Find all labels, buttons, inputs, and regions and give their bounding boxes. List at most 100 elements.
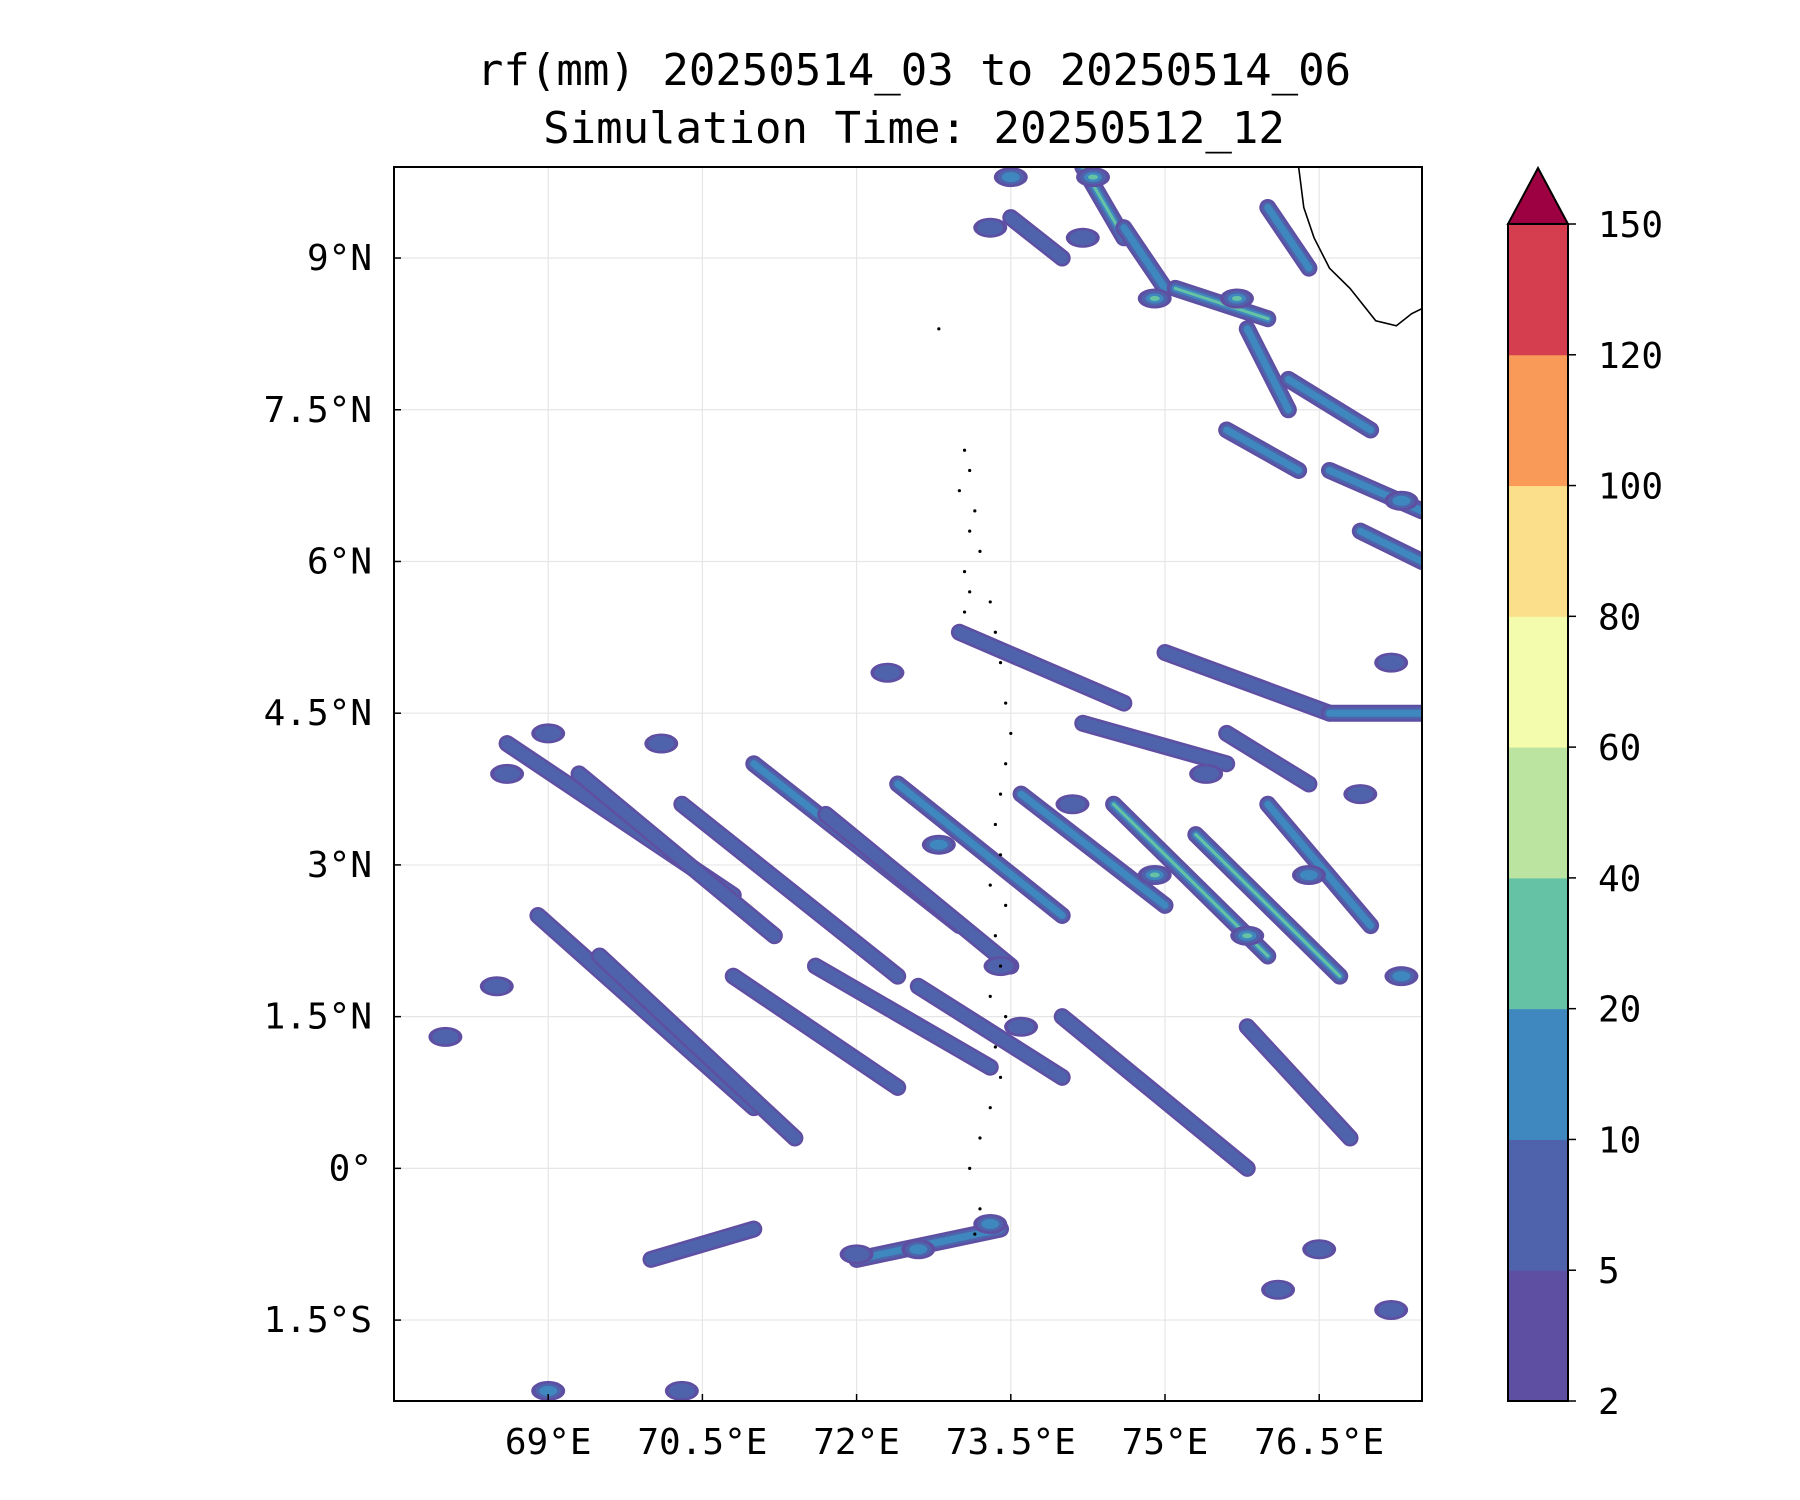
colorbar-frame: [1507, 223, 1569, 1402]
rain-cell-core: [1231, 295, 1242, 301]
rain-band: [1002, 209, 1071, 267]
rain-band-core: [894, 780, 1066, 919]
island-outline: [993, 630, 997, 634]
colorbar-tick-label: 40: [1598, 859, 1641, 900]
island-outline: [937, 327, 941, 331]
rain-band: [950, 623, 1133, 712]
island-outline: [998, 792, 1003, 796]
rain-band-core: [1264, 800, 1375, 930]
x-tick-label: 70.5°E: [637, 1422, 767, 1463]
rain-band: [1156, 644, 1338, 722]
colorbar-segment: [1508, 747, 1568, 879]
rain-cell: [1137, 288, 1172, 309]
rain-cell-core: [1149, 872, 1160, 878]
rain-cell-core: [874, 665, 901, 681]
map-subtitle: Simulation Time: 20250512_12: [543, 103, 1285, 154]
rain-band: [1279, 370, 1380, 439]
rain-band-core: [1004, 211, 1069, 265]
rain-band-core: [727, 970, 904, 1094]
rain-band-core: [809, 960, 997, 1074]
rain-cell-core: [1378, 1302, 1405, 1318]
colorbar-segment: [1508, 1270, 1568, 1402]
rain-band: [889, 775, 1071, 924]
rain-cell-core: [1392, 971, 1411, 982]
rain-cell-core: [909, 1244, 928, 1255]
x-tick-label: 72°E: [813, 1422, 900, 1463]
rain-cell-core: [1392, 495, 1411, 506]
rain-band: [642, 1220, 763, 1268]
island-outline: [978, 1207, 982, 1211]
rain-band-core: [675, 798, 904, 983]
rain-cell: [1302, 1239, 1337, 1260]
rain-cell: [428, 1026, 463, 1047]
rain-cell-core: [977, 220, 1004, 236]
rain-cell-core: [1242, 933, 1253, 939]
rain-band-core: [1264, 203, 1313, 272]
island-outline: [968, 590, 972, 594]
rain-cell: [1384, 490, 1419, 511]
island-outline: [968, 529, 972, 533]
rain-band-core: [1356, 527, 1422, 565]
island-outline: [973, 509, 977, 513]
rainfall-field: [428, 167, 1422, 1401]
rain-cell-core: [1265, 1282, 1292, 1298]
rain-band-core: [1223, 426, 1303, 474]
island-outline: [998, 964, 1003, 968]
island-outline: [962, 569, 967, 574]
rain-cell: [531, 723, 566, 744]
rain-cell-core: [929, 839, 948, 850]
colorbar-segment: [1508, 354, 1568, 487]
colorbar-tick-label: 60: [1598, 728, 1641, 769]
y-tick-label: 1.5°S: [264, 1300, 372, 1341]
rain-cell-core: [483, 978, 510, 994]
colorbar-tick-label: 150: [1598, 205, 1663, 246]
island-outline: [978, 549, 982, 553]
rain-cell: [1261, 1279, 1296, 1300]
rain-cell: [973, 217, 1008, 238]
rain-band-core: [1243, 325, 1292, 414]
rain-band: [806, 957, 999, 1076]
colorbar: 2 5 10 20 40 60 80 100 120 150: [1506, 165, 1663, 1423]
rain-band: [1351, 522, 1422, 570]
rain-cell: [993, 167, 1028, 188]
rain-cell-core: [432, 1029, 459, 1045]
rain-cell: [490, 763, 525, 784]
rain-band-core: [912, 980, 1069, 1084]
rain-cell-core: [843, 1246, 870, 1262]
rain-band-core: [1076, 717, 1233, 770]
colorbar-segment: [1508, 485, 1568, 617]
rain-band: [1238, 1018, 1359, 1147]
coastline: [937, 167, 1422, 1236]
rain-cell: [901, 1239, 936, 1260]
colorbar-tick-label: 20: [1598, 990, 1641, 1031]
rain-band: [1115, 219, 1174, 297]
y-tick-label: 1.5°N: [264, 997, 372, 1038]
rain-cell-core: [539, 1385, 558, 1396]
x-tick-label: 69°E: [505, 1422, 592, 1463]
island-outline: [973, 1232, 977, 1236]
y-tick-label: 7.5°N: [264, 390, 372, 431]
rain-cell: [1374, 1299, 1409, 1320]
rain-cell-core: [535, 725, 562, 741]
colorbar-segment: [1508, 877, 1568, 1010]
island-outline: [988, 1106, 992, 1110]
rain-band: [1238, 320, 1297, 419]
colorbar-segment: [1508, 1139, 1568, 1271]
rain-cell: [1384, 966, 1419, 987]
rain-cell: [973, 1213, 1008, 1234]
island-outline: [998, 1075, 1003, 1079]
rain-band: [817, 805, 1020, 975]
island-outline: [993, 822, 997, 827]
colorbar-tick-label: 100: [1598, 467, 1663, 508]
rain-cell-core: [1059, 796, 1086, 812]
island-outline: [988, 883, 992, 887]
rain-cell: [1189, 763, 1224, 784]
rain-band-core: [1017, 790, 1169, 909]
rain-band-core: [573, 767, 781, 942]
rain-band-core: [1194, 833, 1342, 978]
y-tick-label: 4.5°N: [264, 693, 372, 734]
island-outline: [1004, 903, 1008, 907]
rain-band-core: [819, 808, 1017, 973]
rain-cell-core: [1378, 655, 1405, 671]
colorbar-tick-label: 2: [1598, 1382, 1620, 1423]
